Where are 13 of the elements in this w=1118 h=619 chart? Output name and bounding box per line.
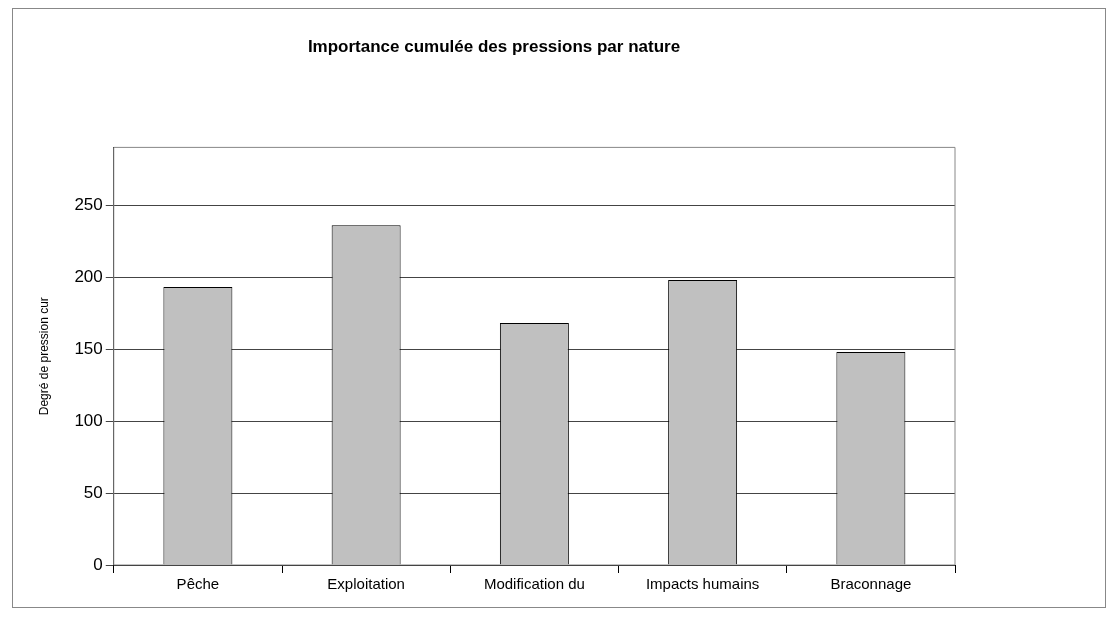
x-tick-label: Impacts humains: [645, 575, 760, 593]
y-tick-label: 100: [74, 410, 103, 430]
x-tick-label: Modification du: [483, 575, 585, 593]
y-tick-label: 250: [74, 194, 103, 214]
x-tick-label: Pêche: [176, 575, 220, 593]
y-tick-label: 200: [74, 266, 103, 286]
x-tick-label: Exploitation: [327, 575, 405, 593]
y-tick-label: 0: [93, 554, 103, 574]
y-tick-label: 50: [83, 482, 103, 502]
y-tick-label: 150: [74, 338, 103, 358]
x-tick-label: Braconnage: [830, 575, 912, 593]
y-axis-title: Degré de pression cur: [36, 297, 51, 416]
chart-title: Importance cumulée des pressions par nature: [307, 36, 681, 56]
